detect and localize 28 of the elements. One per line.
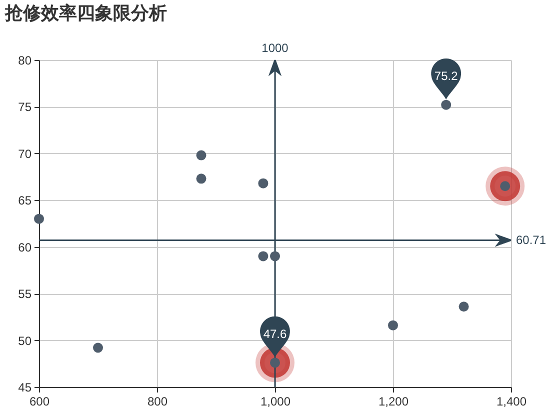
x-tick-label: 1,000: [260, 394, 291, 408]
y-tick-label: 60: [18, 240, 32, 254]
y-tick-label: 75: [18, 100, 32, 114]
y-tick-label: 55: [18, 287, 32, 302]
y-tick-label: 80: [18, 54, 32, 68]
point: [441, 100, 452, 110]
ref-line-label: 60.71: [516, 233, 546, 248]
chart-title: 抢修效率四象限分析: [4, 3, 167, 23]
y-tick-label: 70: [18, 146, 32, 161]
x-tick-label: 600: [29, 394, 50, 408]
point: [458, 302, 469, 312]
point: [34, 214, 44, 224]
point: [258, 251, 268, 262]
x-tick-label: 800: [147, 394, 168, 408]
point: [196, 150, 206, 160]
ref-line-label: 1000: [262, 41, 289, 55]
y-tick-label: 50: [18, 334, 32, 348]
point: [258, 178, 268, 188]
point: [270, 251, 280, 262]
annotation: 47.6: [263, 326, 287, 341]
point: [388, 320, 398, 330]
point: [196, 174, 206, 184]
annotation: 75.2: [434, 69, 458, 84]
y-tick-label: 65: [18, 194, 32, 208]
point: [93, 342, 103, 353]
x-tick-label: 1,400: [496, 394, 527, 408]
y-tick-label: 45: [18, 380, 32, 394]
x-tick-label: 1,200: [378, 394, 409, 408]
